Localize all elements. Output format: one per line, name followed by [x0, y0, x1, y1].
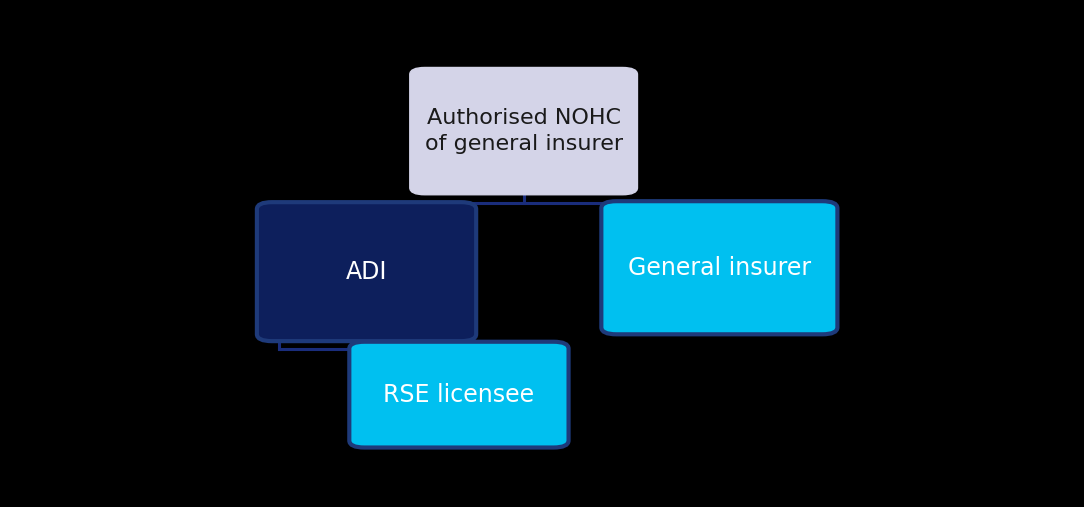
Text: General insurer: General insurer	[628, 256, 811, 280]
FancyBboxPatch shape	[349, 342, 569, 448]
Text: RSE licensee: RSE licensee	[384, 383, 534, 407]
Text: Authorised NOHC
of general insurer: Authorised NOHC of general insurer	[425, 108, 622, 154]
FancyBboxPatch shape	[602, 201, 838, 334]
FancyBboxPatch shape	[257, 202, 476, 341]
FancyBboxPatch shape	[410, 67, 637, 195]
Text: ADI: ADI	[346, 260, 387, 283]
